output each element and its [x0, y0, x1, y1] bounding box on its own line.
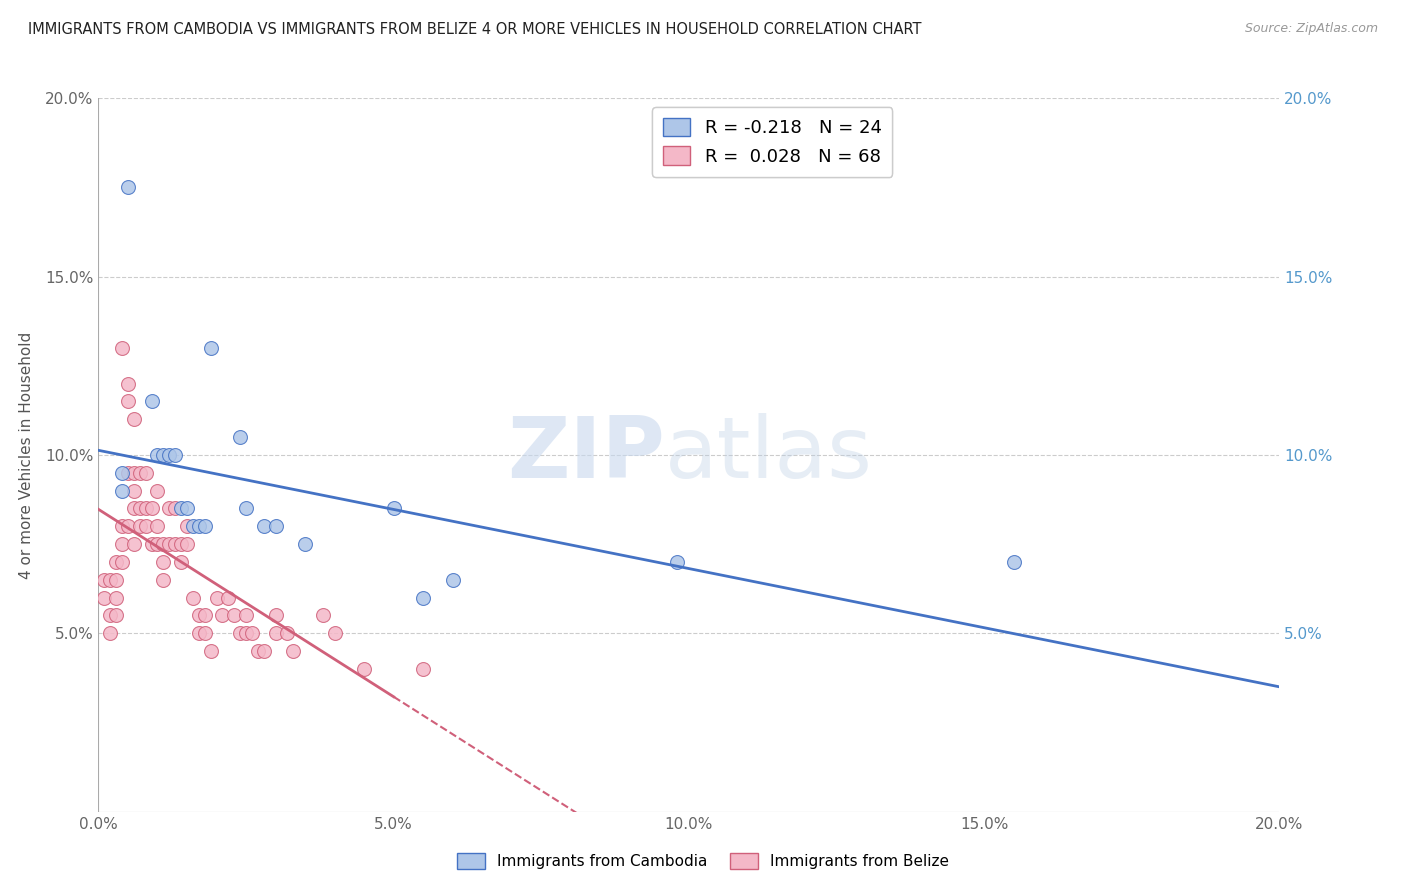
Point — [141, 537, 163, 551]
Point — [157, 448, 180, 462]
Point — [194, 608, 217, 623]
Point — [176, 519, 198, 533]
Point — [93, 591, 115, 605]
Point — [122, 412, 145, 426]
Point — [264, 519, 287, 533]
Point — [105, 591, 128, 605]
Point — [165, 501, 187, 516]
Point — [176, 501, 198, 516]
Point — [105, 608, 128, 623]
Point — [152, 537, 174, 551]
Text: IMMIGRANTS FROM CAMBODIA VS IMMIGRANTS FROM BELIZE 4 OR MORE VEHICLES IN HOUSEHO: IMMIGRANTS FROM CAMBODIA VS IMMIGRANTS F… — [28, 22, 921, 37]
Point — [122, 483, 145, 498]
Point — [382, 501, 405, 516]
Point — [200, 341, 222, 355]
Point — [111, 519, 134, 533]
Point — [170, 537, 193, 551]
Point — [181, 591, 204, 605]
Point — [135, 501, 157, 516]
Point — [141, 394, 163, 409]
Legend: R = -0.218   N = 24, R =  0.028   N = 68: R = -0.218 N = 24, R = 0.028 N = 68 — [652, 107, 893, 177]
Point — [152, 573, 174, 587]
Point — [353, 662, 375, 676]
Legend: Immigrants from Cambodia, Immigrants from Belize: Immigrants from Cambodia, Immigrants fro… — [451, 847, 955, 875]
Point — [283, 644, 305, 658]
Point — [187, 626, 209, 640]
Point — [146, 519, 169, 533]
Point — [235, 608, 257, 623]
Point — [152, 448, 174, 462]
Point — [264, 608, 287, 623]
Point — [146, 483, 169, 498]
Point — [157, 501, 180, 516]
Point — [152, 555, 174, 569]
Point — [111, 341, 134, 355]
Point — [98, 626, 121, 640]
Point — [253, 644, 276, 658]
Point — [170, 555, 193, 569]
Point — [246, 644, 269, 658]
Point — [111, 555, 134, 569]
Point — [323, 626, 346, 640]
Point — [122, 466, 145, 480]
Point — [105, 555, 128, 569]
Point — [117, 466, 139, 480]
Point — [253, 519, 276, 533]
Point — [181, 519, 204, 533]
Point — [205, 591, 228, 605]
Point — [111, 537, 134, 551]
Point — [235, 501, 257, 516]
Point — [111, 483, 134, 498]
Point — [200, 644, 222, 658]
Point — [141, 501, 163, 516]
Point — [146, 537, 169, 551]
Point — [122, 501, 145, 516]
Point — [170, 501, 193, 516]
Text: ZIP: ZIP — [508, 413, 665, 497]
Point — [666, 555, 689, 569]
Point — [128, 466, 150, 480]
Point — [157, 537, 180, 551]
Point — [1002, 555, 1025, 569]
Point — [146, 448, 169, 462]
Point — [122, 537, 145, 551]
Point — [276, 626, 298, 640]
Point — [128, 501, 150, 516]
Point — [165, 537, 187, 551]
Point — [235, 626, 257, 640]
Point — [224, 608, 246, 623]
Point — [98, 608, 121, 623]
Point — [194, 519, 217, 533]
Point — [264, 626, 287, 640]
Point — [412, 662, 434, 676]
Point — [111, 466, 134, 480]
Point — [117, 394, 139, 409]
Point — [117, 376, 139, 391]
Point — [135, 466, 157, 480]
Point — [105, 573, 128, 587]
Point — [211, 608, 233, 623]
Point — [187, 519, 209, 533]
Point — [187, 608, 209, 623]
Point — [117, 180, 139, 194]
Point — [165, 448, 187, 462]
Text: Source: ZipAtlas.com: Source: ZipAtlas.com — [1244, 22, 1378, 36]
Point — [128, 519, 150, 533]
Point — [117, 519, 139, 533]
Point — [441, 573, 464, 587]
Point — [229, 626, 252, 640]
Point — [294, 537, 316, 551]
Point — [217, 591, 239, 605]
Point — [240, 626, 263, 640]
Point — [176, 537, 198, 551]
Point — [229, 430, 252, 444]
Point — [312, 608, 335, 623]
Point — [135, 519, 157, 533]
Point — [194, 626, 217, 640]
Point — [98, 573, 121, 587]
Point — [93, 573, 115, 587]
Text: atlas: atlas — [665, 413, 873, 497]
Point — [412, 591, 434, 605]
Y-axis label: 4 or more Vehicles in Household: 4 or more Vehicles in Household — [20, 331, 34, 579]
